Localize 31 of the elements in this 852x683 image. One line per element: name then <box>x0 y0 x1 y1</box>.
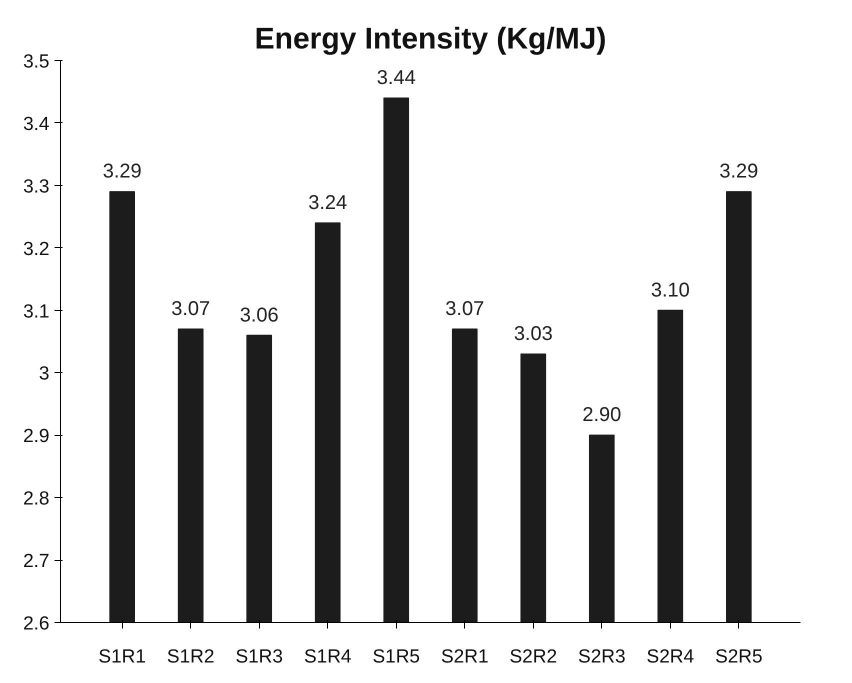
y-tick-label: 3.2 <box>23 238 50 260</box>
data-label: 3.10 <box>650 279 690 302</box>
chart-title: Energy Intensity (Kg/MJ) <box>254 22 606 56</box>
x-tick-label: S1R4 <box>304 646 352 668</box>
y-tick-label: 2.9 <box>23 426 50 448</box>
x-tick-label: S2R3 <box>578 646 626 668</box>
y-tick-label: 3.5 <box>23 52 50 72</box>
x-tick-label: S1R5 <box>372 646 420 668</box>
y-tick-label: 3.1 <box>23 301 50 322</box>
data-label: 3.29 <box>102 160 142 183</box>
y-tick-label: 3.3 <box>23 176 50 198</box>
y-tick-label: 2.7 <box>23 551 50 572</box>
x-tick-label: S2R4 <box>646 646 695 668</box>
x-tick-label: S1R3 <box>235 646 283 668</box>
y-tick-label: 2.6 <box>23 614 50 634</box>
data-label: 3.07 <box>171 298 210 320</box>
x-tick-label: S2R2 <box>510 646 558 668</box>
x-tick-label: S1R2 <box>166 646 214 668</box>
x-tick-label: S2R1 <box>440 646 489 668</box>
data-label: 2.90 <box>582 404 622 426</box>
x-tick-label: S1R1 <box>98 646 146 668</box>
data-label: 3.06 <box>240 304 279 326</box>
y-tick-label: 3 <box>38 364 50 385</box>
y-tick-label: 3.4 <box>23 114 50 135</box>
data-label: 3.44 <box>376 66 416 89</box>
y-tick-label: 2.8 <box>23 488 50 510</box>
data-label: 3.07 <box>445 298 484 320</box>
data-label: 3.29 <box>719 160 758 183</box>
data-label: 3.03 <box>514 322 553 345</box>
data-label: 3.24 <box>308 192 348 214</box>
x-tick-label: S2R5 <box>715 646 763 668</box>
